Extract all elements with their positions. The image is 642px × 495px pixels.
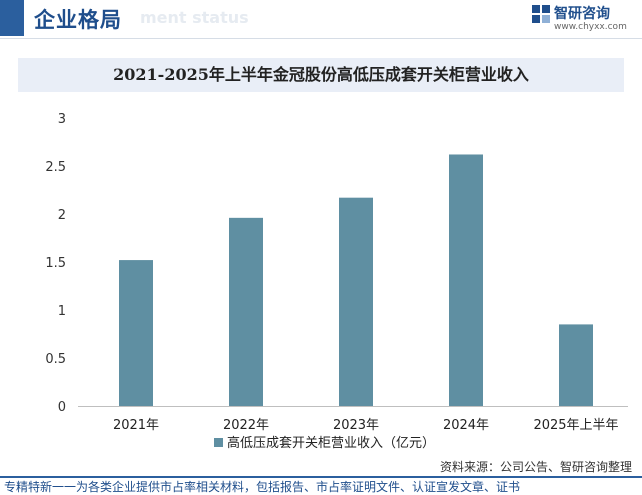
x-tick-label: 2021年 (113, 418, 159, 433)
bar (229, 217, 263, 406)
x-tick-label: 2023年 (333, 418, 379, 433)
y-tick-label: 1.5 (45, 256, 66, 271)
legend-swatch (214, 438, 223, 447)
y-tick-label: 2 (58, 208, 66, 223)
bar (119, 260, 153, 406)
y-tick-label: 3 (58, 112, 66, 127)
bar (449, 154, 483, 406)
footer-divider (0, 476, 642, 478)
bar (339, 197, 373, 406)
footer-note: 专精特新一一为各类企业提供市占率相关材料，包括报告、市占率证明文件、认证宣发文章… (4, 480, 521, 494)
y-tick-label: 0 (58, 400, 66, 415)
brand-logo-icon (532, 5, 550, 23)
header-divider (0, 38, 642, 39)
x-tick-label: 2022年 (223, 418, 269, 433)
legend-label: 高低压成套开关柜营业收入（亿元） (227, 435, 435, 451)
y-tick-label: 1 (58, 304, 66, 319)
bar (559, 324, 593, 406)
brand-url: www.chyxx.com (554, 22, 627, 32)
x-tick-label: 2024年 (443, 418, 489, 433)
section-title: 企业格局 (34, 8, 122, 32)
page-header: 企业格局 ment status 智研咨询 www.chyxx.com (0, 0, 642, 39)
y-tick-label: 0.5 (45, 352, 66, 367)
header-accent-bar (0, 0, 24, 36)
data-source: 资料来源：公司公告、智研咨询整理 (439, 460, 632, 474)
chart-title-band: 2021-2025年上半年金冠股份高低压成套开关柜营业收入 (18, 58, 624, 92)
section-subtitle: ment status (140, 8, 249, 27)
brand-name: 智研咨询 (554, 6, 610, 22)
x-tick-label: 2025年上半年 (533, 418, 618, 433)
chart-title: 2021-2025年上半年金冠股份高低压成套开关柜营业收入 (113, 65, 529, 84)
y-tick-label: 2.5 (45, 160, 66, 175)
brand-logo: 智研咨询 www.chyxx.com (532, 3, 632, 35)
